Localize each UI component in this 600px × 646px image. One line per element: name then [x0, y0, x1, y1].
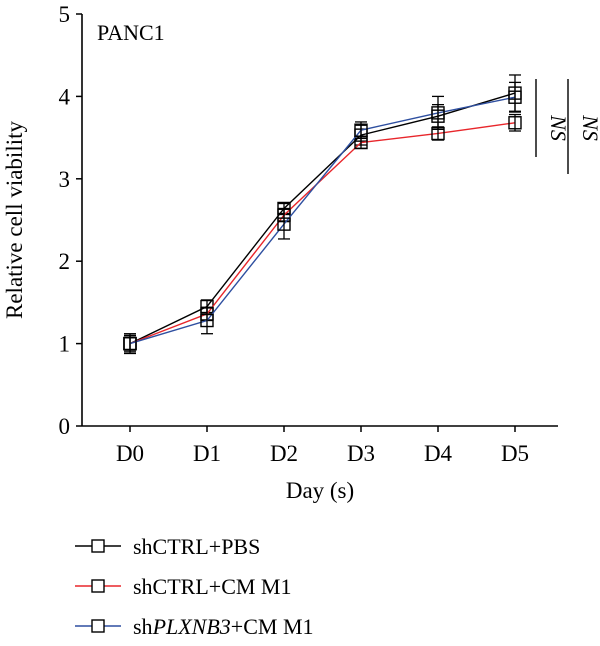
legend-item-2: shCTRL+CM M1 — [75, 574, 292, 599]
y-tick-label: 2 — [59, 249, 71, 274]
data-point-marker — [508, 90, 522, 104]
data-point-marker — [200, 313, 214, 328]
x-tick-label: D0 — [116, 441, 144, 466]
legend-label: shCTRL+CM M1 — [133, 574, 292, 599]
y-tick-label: 4 — [59, 84, 71, 109]
legend-item-1: shCTRL+PBS — [75, 534, 260, 559]
data-point-marker — [277, 217, 291, 231]
legend-marker — [91, 539, 105, 553]
x-tick-label: D2 — [270, 441, 298, 466]
x-tick-label: D4 — [424, 441, 453, 466]
legend-label: shPLXNB3+CM M1 — [133, 614, 314, 639]
legend-item-3: shPLXNB3+CM M1 — [75, 614, 314, 639]
data-point-marker — [431, 106, 445, 120]
x-axis-title: Day (s) — [286, 478, 354, 503]
x-tick-label: D5 — [501, 441, 529, 466]
y-tick-label: 3 — [59, 167, 71, 192]
series-line — [129, 92, 516, 345]
x-tick-label: D1 — [193, 441, 221, 466]
series-line — [129, 122, 516, 345]
data-point-marker — [354, 123, 368, 137]
data-point-marker — [123, 336, 137, 351]
ns-label-2: NS — [578, 114, 600, 141]
y-axis-ticks: 0 1 2 3 4 5 — [59, 2, 82, 439]
ns-label-1: NS — [546, 114, 571, 141]
chart-title: PANC1 — [97, 20, 165, 45]
series-layer — [123, 74, 522, 355]
legend-marker — [91, 579, 105, 593]
y-tick-label: 0 — [59, 414, 71, 439]
y-tick-label: 5 — [59, 2, 71, 27]
legend: shCTRL+PBS shCTRL+CM M1 shPLXNB3+CM M1 — [75, 534, 314, 639]
x-tick-label: D3 — [347, 441, 375, 466]
legend-label: shCTRL+PBS — [133, 534, 260, 559]
series-2 — [123, 113, 522, 351]
series-1 — [123, 74, 522, 355]
series-3 — [123, 81, 522, 353]
data-point-marker — [508, 116, 522, 130]
series-line — [129, 96, 516, 345]
x-axis-ticks: D0 D1 D2 D3 D4 D5 — [116, 426, 529, 466]
legend-marker — [91, 619, 105, 633]
y-axis-title: Relative cell viability — [2, 121, 27, 319]
y-tick-label: 1 — [59, 332, 71, 357]
